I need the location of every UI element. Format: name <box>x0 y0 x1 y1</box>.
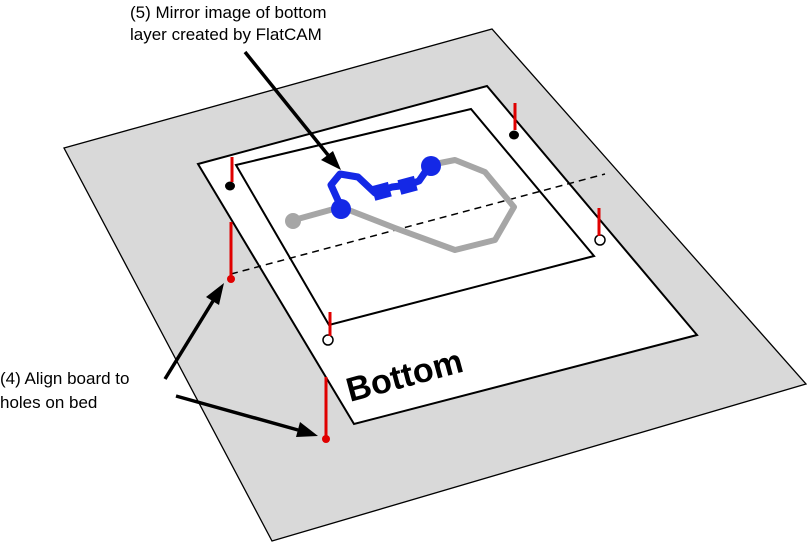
pin-bed-left-tip <box>227 275 235 283</box>
mirror-callout-arrow <box>243 50 341 170</box>
mirror-callout-line1: (5) Mirror image of bottom <box>130 3 327 22</box>
original-pad <box>285 213 301 229</box>
align-callout-arrow-upper <box>163 283 224 380</box>
align-callout-line2: holes on bed <box>0 393 97 412</box>
alignment-hole-bottom <box>322 334 334 346</box>
mirror-pad-square-1 <box>371 181 392 201</box>
align-callout-line1: (4) Align board to <box>0 369 129 388</box>
alignment-axis <box>230 173 606 275</box>
mirror-pad-1 <box>331 199 351 219</box>
pin-bed-bottom-tip <box>322 435 330 443</box>
alignment-hole-top-left <box>225 181 235 191</box>
alignment-pins <box>229 103 601 438</box>
mirror-pad-2 <box>421 156 441 176</box>
alignment-hole-top-right <box>509 130 519 140</box>
mirror-callout-line2: layer created by FlatCAM <box>130 25 322 44</box>
mirror-layer-frame <box>234 107 596 327</box>
align-callout-arrow-lower <box>175 394 318 437</box>
mirror-pad-square-2 <box>397 175 418 195</box>
alignment-hole-right <box>594 234 606 246</box>
